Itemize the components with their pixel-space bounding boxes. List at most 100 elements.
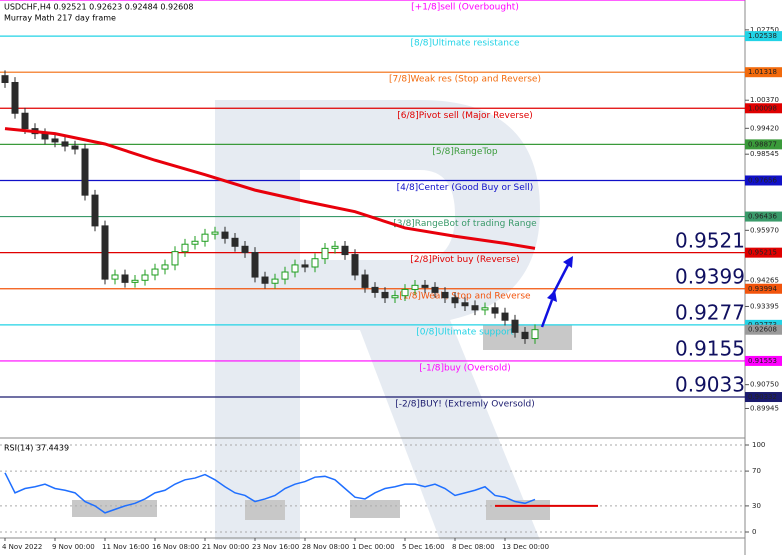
candle-body [281, 271, 289, 280]
candle-body [331, 245, 339, 249]
candle-body [161, 264, 169, 270]
candle-body [81, 148, 89, 196]
level-value-box [745, 283, 782, 294]
y-tick-label: 30 [752, 502, 761, 510]
candle-body [271, 278, 279, 284]
last-price-box [745, 324, 782, 335]
x-tick-label: 21 Nov 00:00 [202, 543, 249, 551]
candle-body [201, 233, 209, 242]
candle-body [411, 284, 419, 290]
candle-body [521, 331, 529, 340]
y-tick-label: 100 [752, 441, 765, 449]
x-tick-label: 9 Nov 00:00 [52, 543, 95, 551]
watermark [215, 100, 540, 540]
y-tick-label: 0.95970 [750, 226, 779, 234]
level-value-box [745, 139, 782, 150]
rsi-line [4, 472, 536, 514]
level-value: 0.98877 [748, 140, 777, 148]
candle-body [251, 252, 259, 278]
candle-body [531, 329, 539, 340]
candle-body [191, 240, 199, 245]
level-label: [5/8]RangeTop [432, 147, 498, 157]
candle-body [321, 247, 329, 260]
x-tick-label: 13 Dec 00:00 [502, 543, 549, 551]
y-tick-label: 1.00370 [750, 96, 779, 104]
price-annotation: 0.9033 [675, 373, 745, 397]
candle-body [471, 305, 479, 311]
x-tick-label: 16 Nov 08:00 [152, 543, 199, 551]
candle-body [311, 258, 319, 268]
chart-title: USDCHF,H4 0.92521 0.92623 0.92484 0.9260… [4, 3, 193, 12]
candle-body [371, 286, 379, 293]
arrow [540, 299, 554, 328]
candle-body [351, 254, 359, 276]
price-annotation: 0.9155 [675, 337, 745, 361]
x-tick-label: 28 Nov 08:00 [302, 543, 349, 551]
level-value: 1.02538 [748, 32, 777, 40]
level-label: [1/8]Weak, Stop and Reverse [399, 291, 531, 301]
level-value-box [745, 392, 782, 403]
x-tick-label: 23 Nov 16:00 [252, 543, 299, 551]
candle-body [211, 231, 219, 235]
rsi-title: RSI(14) 37.4439 [4, 444, 69, 453]
candle-body [1, 75, 9, 83]
level-value-box [745, 211, 782, 222]
price-annotation: 0.9521 [675, 228, 745, 252]
candle-body [401, 288, 409, 297]
candle-body [461, 302, 469, 307]
level-label: [6/8]Pivot sell (Major Reverse) [397, 111, 533, 121]
candle-body [61, 141, 69, 147]
candle-body [491, 307, 499, 314]
candle-body [71, 145, 79, 150]
y-tick-label: 70 [752, 467, 761, 475]
candle-body [221, 231, 229, 239]
candle-body [121, 274, 129, 283]
level-value: 0.97656 [748, 176, 777, 184]
price-annotation: 0.9399 [675, 264, 745, 288]
y-tick-label: 0.90750 [750, 381, 779, 389]
chart-subtitle: Murray Math 217 day frame [4, 14, 116, 23]
candle-body [181, 243, 189, 253]
y-tick-label: 0.99420 [750, 124, 779, 132]
x-tick-label: 8 Dec 08:00 [452, 543, 495, 551]
y-tick-label: 0.89945 [750, 404, 779, 412]
level-value-box [745, 247, 782, 258]
level-value: 1.01318 [748, 68, 777, 76]
level-value-box [745, 175, 782, 186]
candle-body [511, 319, 519, 333]
y-tick-label: 0.93395 [750, 302, 779, 310]
rsi-box [350, 500, 400, 518]
level-value: 1.00098 [748, 104, 777, 112]
candle-body [151, 268, 159, 276]
level-label: [4/8]Center (Good Buy or Sell) [397, 183, 534, 193]
level-label: [+1/8]sell (Overbought) [411, 3, 519, 13]
level-value: 0.90332 [748, 393, 777, 401]
candle-body [451, 297, 459, 304]
rsi-box [72, 500, 157, 517]
y-tick-label: 1.02750 [750, 26, 779, 34]
level-value: 0.91553 [748, 357, 777, 365]
arrow-head [563, 256, 573, 268]
candle-body [291, 264, 299, 273]
level-value-box [745, 103, 782, 114]
price-annotation: 0.9277 [675, 300, 745, 324]
candle-body [361, 274, 369, 288]
y-tick-label: 0.94265 [750, 277, 779, 285]
candle-body [11, 81, 19, 114]
candle-body [481, 307, 489, 311]
candle-body [101, 225, 109, 280]
level-value: 0.95215 [748, 249, 777, 257]
y-tick-label: 0 [752, 528, 756, 536]
level-label: [-1/8]buy (Oversold) [419, 363, 510, 373]
x-tick-label: 1 Dec 00:00 [352, 543, 395, 551]
level-label: [3/8]RangeBot of trading Range [393, 219, 537, 229]
last-price: 0.92608 [748, 326, 777, 334]
candle-body [91, 194, 99, 227]
level-value-box [745, 31, 782, 42]
candle-body [431, 286, 439, 293]
rsi-box [245, 500, 285, 520]
level-label: [-2/8]BUY! (Extremly Oversold) [395, 400, 535, 410]
candle-body [171, 251, 179, 266]
